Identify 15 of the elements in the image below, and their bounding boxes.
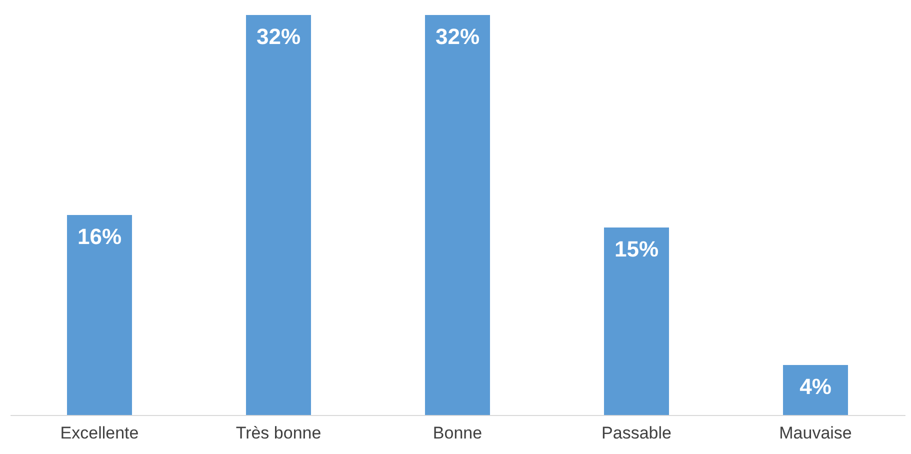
x-tick-label: Très bonne bbox=[236, 424, 322, 442]
bar bbox=[246, 15, 311, 415]
data-label: 16% bbox=[77, 224, 122, 249]
data-label: 32% bbox=[256, 24, 301, 49]
bar bbox=[425, 15, 490, 415]
bar bbox=[604, 228, 669, 415]
bar bbox=[783, 365, 848, 415]
data-label: 4% bbox=[800, 374, 832, 399]
bar bbox=[67, 215, 132, 415]
x-tick-label: Excellente bbox=[60, 424, 139, 442]
data-label: 32% bbox=[435, 24, 480, 49]
x-tick-label: Passable bbox=[602, 424, 672, 442]
data-label: 15% bbox=[614, 236, 659, 262]
x-tick-label: Mauvaise bbox=[779, 424, 852, 442]
x-tick-label: Bonne bbox=[432, 424, 482, 442]
